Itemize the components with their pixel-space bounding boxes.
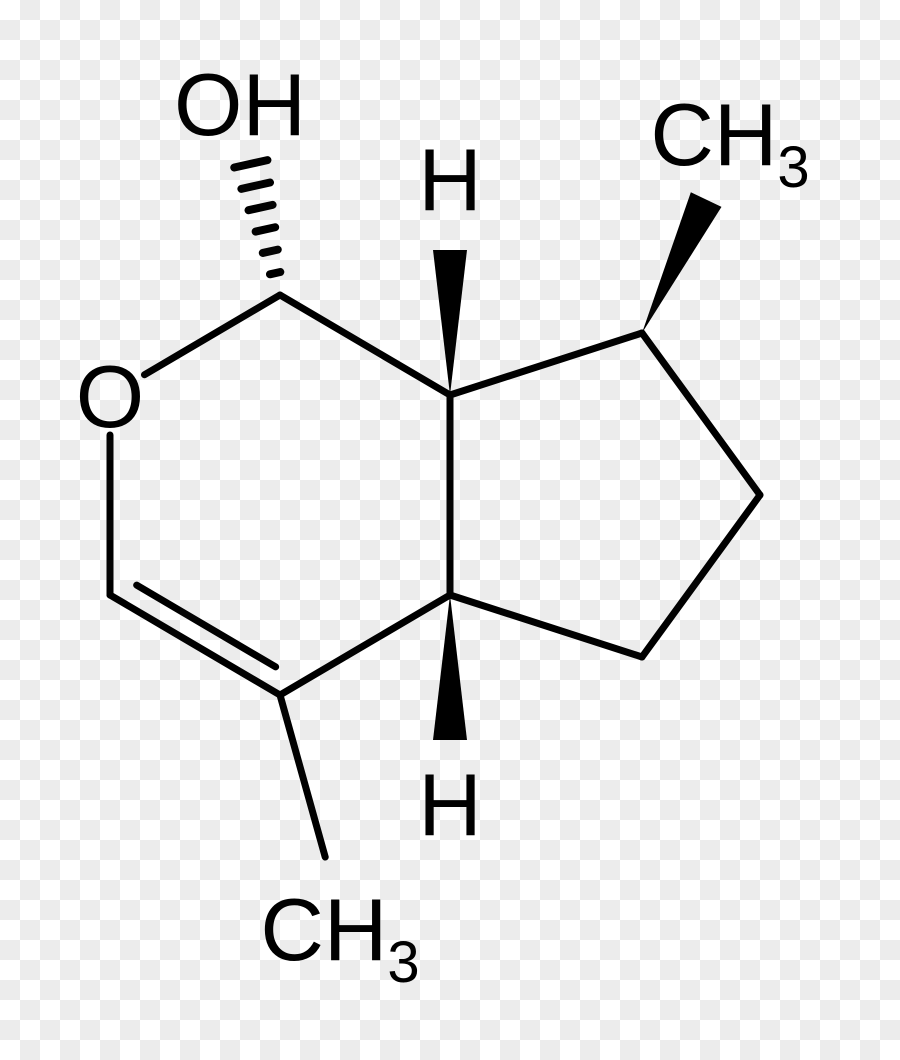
atom-label-O_ring: O bbox=[76, 347, 144, 446]
atom-label-CH3_bot: CH3 bbox=[260, 880, 419, 995]
atom-label-H_top: H bbox=[418, 130, 482, 229]
molecule-diagram: O OH H H CH3 CH3 bbox=[0, 0, 900, 1060]
atom-label-H_bot: H bbox=[418, 755, 482, 854]
atom-label-OH: OH bbox=[174, 55, 306, 154]
atom-label-CH3_top: CH3 bbox=[650, 85, 809, 200]
